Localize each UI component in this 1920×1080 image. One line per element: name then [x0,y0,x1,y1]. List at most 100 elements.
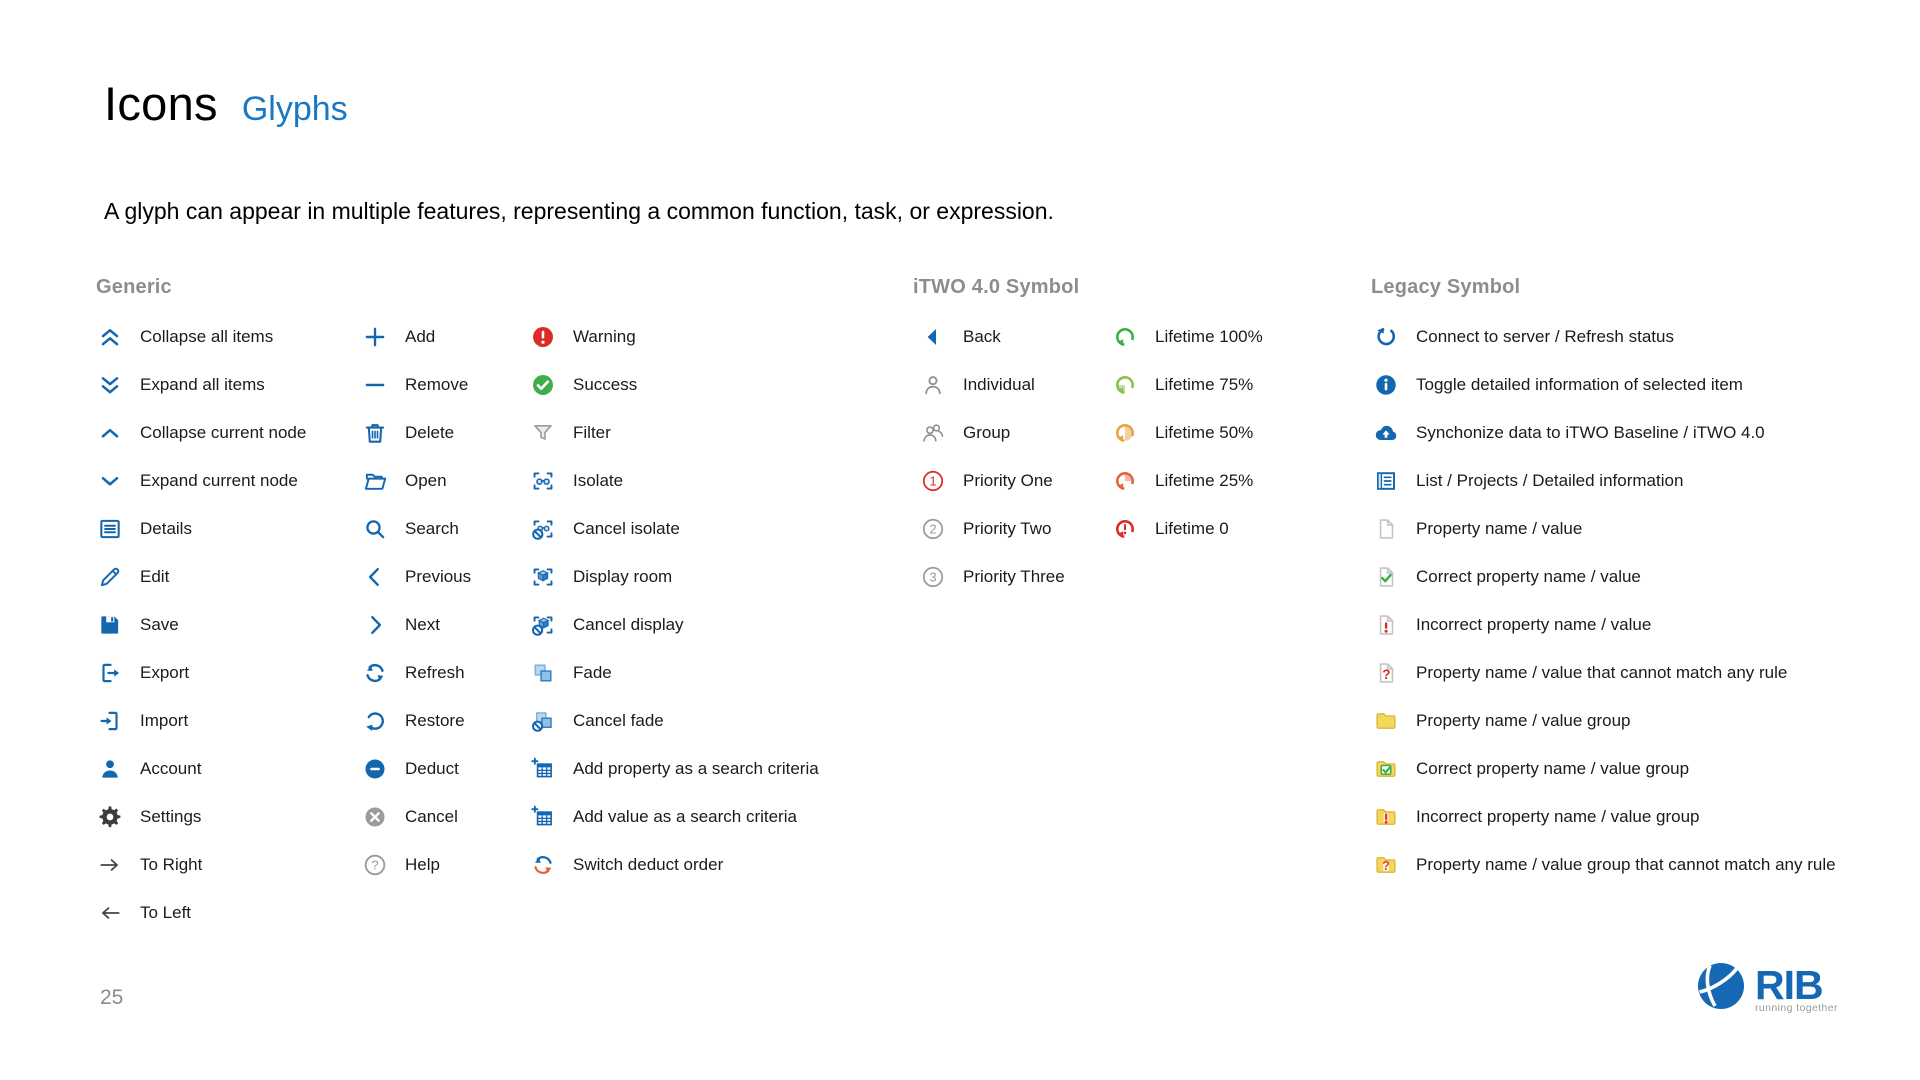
priority-three-icon: 3 [920,564,946,590]
switch-deduct-order-icon [530,852,556,878]
rib-logo-mark-icon [1696,960,1746,1017]
lifetime-0-icon [1112,516,1138,542]
icon-label: Property name / value that cannot match … [1416,663,1788,682]
icon-label: Back [963,327,1001,346]
icon-row: Export [97,649,306,697]
icon-label: Collapse current node [140,423,307,442]
icon-label: Lifetime 100% [1155,327,1263,346]
group-icon [920,420,946,446]
icon-label: Property name / value group that cannot … [1416,855,1836,874]
icon-label: Individual [963,375,1035,394]
cancel-display-icon [530,612,556,638]
rib-logo-tagline: running together [1755,1002,1838,1014]
icon-row: Settings [97,793,306,841]
success-icon [530,372,556,398]
icon-label: Property name / value [1416,519,1583,538]
icon-label: Expand current node [140,471,298,490]
icon-label: Lifetime 25% [1155,471,1254,490]
generic-column-1: Collapse all items Expand all items Collap… [97,313,306,937]
icon-row: Fade [530,649,819,697]
icon-row: ? Help [362,841,471,889]
icon-label: Open [405,471,447,490]
page-description: A glyph can appear in multiple features,… [104,198,1054,224]
icon-label: Correct property name / value [1416,567,1641,586]
details-icon [97,516,123,542]
icon-row: Open [362,457,471,505]
icon-label: Expand all items [140,375,265,394]
icon-label: Warning [573,327,636,346]
icon-label: Priority One [963,471,1053,490]
help-icon: ? [362,852,388,878]
icon-label: Group [963,423,1011,442]
delete-icon [362,420,388,446]
icon-row: Import [97,697,306,745]
icon-label: Deduct [405,759,459,778]
svg-text:2: 2 [929,522,936,537]
icon-label: Delete [405,423,455,442]
icon-label: Fade [573,663,612,682]
svg-text:3: 3 [929,570,936,585]
icon-label: Priority Three [963,567,1065,586]
svg-text:?: ? [371,858,378,873]
rib-logo-textcol: RIB running together [1755,965,1838,1015]
icon-label: Cancel [405,807,458,826]
icon-row: Lifetime 75% [1112,361,1263,409]
icon-label: Toggle detailed information of selected … [1416,375,1743,394]
sync-baseline-icon [1373,420,1399,446]
isolate-icon [530,468,556,494]
icon-label: Cancel isolate [573,519,680,538]
previous-icon [362,564,388,590]
icon-row: Expand current node [97,457,306,505]
to-left-icon [97,900,123,926]
icon-row: Synchonize data to iTWO Baseline / iTWO … [1373,409,1836,457]
edit-icon [97,564,123,590]
icon-row: Refresh [362,649,471,697]
collapse-all-items-icon [97,324,123,350]
icon-label: Isolate [573,471,624,490]
icon-label: Add property as a search criteria [573,759,819,778]
icon-row: Add property as a search criteria [530,745,819,793]
icon-label: Edit [140,567,170,586]
icon-label: Lifetime 75% [1155,375,1254,394]
page-subtitle: Glyphs [241,90,348,128]
add-icon [362,324,388,350]
priority-one-icon: 1 [920,468,946,494]
icon-label: Connect to server / Refresh status [1416,327,1674,346]
icon-label: Display room [573,567,673,586]
icon-row: Lifetime 100% [1112,313,1263,361]
to-right-icon [97,852,123,878]
fade-icon [530,660,556,686]
page-title: Icons [104,77,218,130]
icon-label: Save [140,615,179,634]
open-icon [362,468,388,494]
title-row: Icons Glyphs [104,76,348,131]
settings-icon [97,804,123,830]
icon-row: Warning [530,313,819,361]
icon-row: To Left [97,889,306,937]
icon-row: ? Property name / value group that cannot… [1373,841,1836,889]
icon-row: List / Projects / Detailed information [1373,457,1836,505]
icon-row: Next [362,601,471,649]
property-doc-correct-icon [1373,564,1399,590]
rib-logo: RIB running together [1696,960,1838,1017]
icon-label: Remove [405,375,469,394]
icon-label: Account [140,759,202,778]
icon-row: Correct property name / value [1373,553,1836,601]
icon-row: Save [97,601,306,649]
icon-label: Export [140,663,190,682]
search-icon [362,516,388,542]
icon-label: Details [140,519,192,538]
icon-label: Import [140,711,189,730]
icon-label: Filter [573,423,611,442]
import-icon [97,708,123,734]
lifetime-50-icon [1112,420,1138,446]
icon-label: Correct property name / value group [1416,759,1690,778]
save-icon [97,612,123,638]
icon-label: Search [405,519,459,538]
icon-label: Next [405,615,440,634]
icon-label: Lifetime 0 [1155,519,1229,538]
cancel-isolate-icon [530,516,556,542]
itwo-column-1: Back Individual Group 1 Priority One 2 Priorit… [920,313,1065,601]
property-group-correct-icon [1373,756,1399,782]
property-group-incorrect-icon [1373,804,1399,830]
